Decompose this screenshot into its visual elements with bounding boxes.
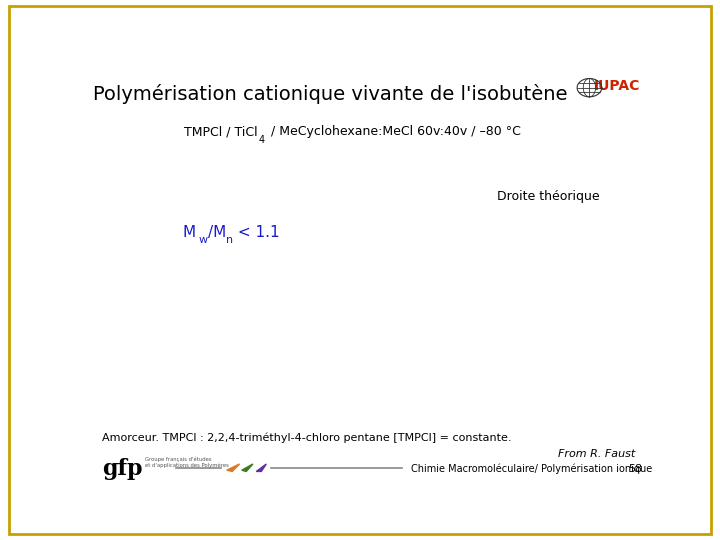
Text: / MeCyclohexane:MeCl 60v:40v / –80 °C: / MeCyclohexane:MeCl 60v:40v / –80 °C: [267, 125, 521, 138]
Text: n: n: [226, 235, 233, 245]
Polygon shape: [242, 464, 253, 471]
Text: 4: 4: [258, 136, 265, 145]
Text: From R. Faust: From R. Faust: [559, 449, 636, 460]
Polygon shape: [227, 464, 240, 471]
Text: < 1.1: < 1.1: [233, 225, 279, 240]
Polygon shape: [256, 464, 266, 471]
Text: gfp: gfp: [102, 458, 143, 480]
Text: Amorceur. TMPCl : 2,2,4-triméthyl-4-chloro pentane [TMPCl] = constante.: Amorceur. TMPCl : 2,2,4-triméthyl-4-chlo…: [102, 433, 512, 443]
Text: IUPAC: IUPAC: [593, 79, 639, 93]
Text: Groupe français d'études
et d'applications des Polymères: Groupe français d'études et d'applicatio…: [145, 456, 228, 468]
Text: Polymérisation cationique vivante de l'isobutène: Polymérisation cationique vivante de l'i…: [93, 84, 567, 104]
Text: /M: /M: [208, 225, 227, 240]
Text: Droite théorique: Droite théorique: [498, 190, 600, 202]
Text: Chimie Macromoléculaire/ Polymérisation ionique: Chimie Macromoléculaire/ Polymérisation …: [411, 464, 652, 475]
Text: TMPCl / TiCl: TMPCl / TiCl: [184, 125, 258, 138]
Text: w: w: [199, 235, 208, 245]
Text: 58: 58: [629, 464, 642, 474]
Text: M: M: [182, 225, 195, 240]
